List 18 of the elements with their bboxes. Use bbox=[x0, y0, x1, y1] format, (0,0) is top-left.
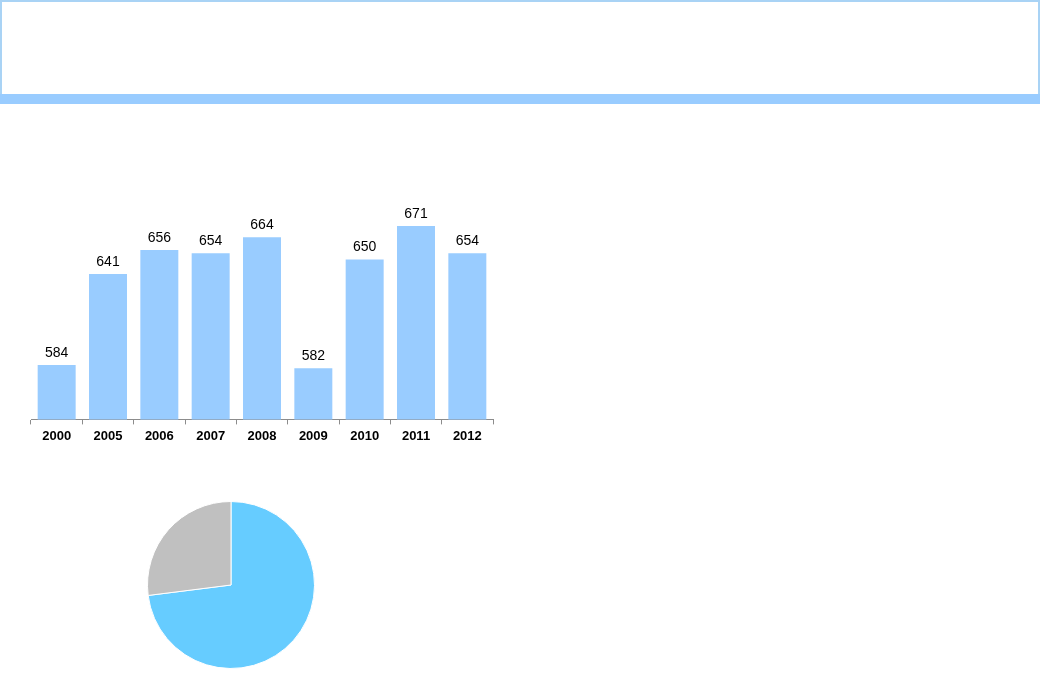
data-label: 671 bbox=[404, 204, 428, 221]
data-label: 582 bbox=[301, 347, 326, 364]
data-label: 664 bbox=[250, 216, 274, 233]
x-tick-label: 2011 bbox=[401, 427, 431, 443]
x-tick-label: 2005 bbox=[93, 427, 123, 443]
x-tick-label: 2000 bbox=[42, 427, 72, 443]
data-label: 641 bbox=[96, 252, 120, 269]
x-tick-label: 2009 bbox=[298, 427, 328, 443]
data-label: 654 bbox=[198, 232, 223, 249]
x-tick-label: 2010 bbox=[350, 427, 380, 443]
data-label: 656 bbox=[147, 228, 172, 245]
data-label: 650 bbox=[352, 238, 377, 255]
x-tick-label: 2007 bbox=[196, 427, 226, 443]
x-tick-label: 2012 bbox=[452, 427, 482, 443]
x-tick-label: 2006 bbox=[144, 427, 174, 443]
x-tick-label: 2008 bbox=[247, 427, 277, 443]
data-label: 584 bbox=[44, 343, 69, 360]
data-label: 654 bbox=[455, 232, 480, 249]
